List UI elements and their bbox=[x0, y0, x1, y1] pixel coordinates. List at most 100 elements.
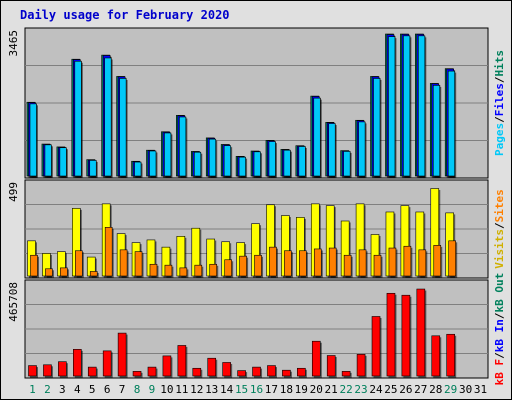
sites-bar bbox=[358, 249, 367, 277]
visits-legend-item: / bbox=[493, 222, 506, 229]
sites-bar bbox=[194, 264, 203, 277]
hits-legend-item: Hits bbox=[493, 50, 506, 77]
pages-bar bbox=[104, 57, 112, 177]
kb-f-bar bbox=[326, 355, 336, 377]
kb-f-bar bbox=[28, 365, 37, 377]
sites-bar bbox=[224, 259, 232, 277]
sites-bar bbox=[418, 249, 427, 277]
day-label: 30 bbox=[459, 383, 472, 396]
day-label: 11 bbox=[175, 383, 188, 396]
day-label: 4 bbox=[74, 383, 81, 396]
sites-bar bbox=[448, 240, 456, 277]
kb-f-bar bbox=[386, 292, 396, 377]
pages-bar bbox=[432, 85, 441, 177]
sites-bar bbox=[403, 245, 412, 277]
day-label: 28 bbox=[429, 383, 442, 396]
pages-bar bbox=[313, 97, 321, 177]
kb-f-bar bbox=[252, 366, 261, 377]
pages-bar bbox=[59, 147, 67, 177]
hits-legend-item: / bbox=[493, 116, 506, 123]
sites-bar bbox=[284, 250, 292, 277]
kb-f-bar bbox=[58, 361, 67, 377]
day-label: 3 bbox=[59, 383, 66, 396]
day-label: 5 bbox=[89, 383, 96, 396]
day-label: 31 bbox=[474, 383, 487, 396]
sites-bar bbox=[164, 264, 173, 277]
day-label: 6 bbox=[104, 383, 111, 396]
sites-bar bbox=[75, 250, 83, 277]
day-label: 25 bbox=[384, 383, 397, 396]
hits-legend: Pages/Files/Hits bbox=[493, 50, 506, 156]
kb-f-bar bbox=[222, 362, 231, 377]
pages-bar bbox=[403, 35, 411, 177]
visits-legend-item: Sites bbox=[493, 189, 506, 222]
hits-legend-item: Pages bbox=[493, 123, 506, 156]
day-label: 15 bbox=[235, 383, 248, 396]
kb-legend-item: / bbox=[493, 312, 506, 319]
pages-bar bbox=[388, 36, 396, 177]
kb-f-bar bbox=[132, 371, 142, 377]
sites-bar bbox=[119, 249, 128, 277]
pages-bar bbox=[253, 151, 261, 177]
day-label: 16 bbox=[250, 383, 263, 396]
day-label: 9 bbox=[149, 383, 156, 396]
day-labels: 1 2 3 4 5 6 7 8 9 10 11 12 13 14 15 16 17 18 19 20 21 22 23 24 2… bbox=[29, 383, 487, 396]
pages-bar bbox=[149, 150, 157, 177]
sites-bar bbox=[60, 267, 68, 277]
kb-legend-item: kB Out bbox=[493, 273, 506, 313]
sites-bar bbox=[388, 247, 397, 277]
kb-f-bar bbox=[431, 335, 441, 377]
visits-legend-item: Visits bbox=[493, 229, 506, 269]
day-label: 22 bbox=[339, 383, 352, 396]
pages-bar bbox=[373, 78, 381, 177]
day-label: 27 bbox=[414, 383, 427, 396]
sites-bar bbox=[45, 268, 53, 277]
pages-bar bbox=[418, 35, 426, 177]
kb-legend-item: kB In bbox=[493, 319, 506, 352]
kb-legend: kB F/kB In/kB Out bbox=[493, 273, 506, 386]
sites-bar bbox=[328, 247, 337, 277]
kb-f-bar bbox=[162, 355, 172, 377]
pages-bar bbox=[447, 70, 455, 177]
kb-f-bar bbox=[192, 367, 202, 377]
kb-legend-item: / bbox=[493, 352, 506, 359]
kb-f-bar bbox=[267, 365, 276, 377]
day-label: 20 bbox=[310, 383, 323, 396]
kb-f-bar bbox=[117, 332, 127, 377]
sites-bar bbox=[134, 251, 143, 277]
sites-bar bbox=[433, 245, 442, 277]
sites-bar bbox=[254, 254, 262, 277]
hits-legend-item: Files bbox=[493, 83, 506, 116]
pages-bar bbox=[238, 156, 246, 177]
visits-legend: Visits/Sites bbox=[493, 189, 506, 269]
pages-bar bbox=[343, 151, 351, 177]
sites-bar bbox=[239, 255, 247, 277]
kb-f-bar bbox=[446, 333, 455, 377]
day-label: 23 bbox=[354, 383, 367, 396]
day-label: 8 bbox=[134, 383, 141, 396]
pages-bar bbox=[208, 138, 217, 177]
sites-bar bbox=[269, 246, 277, 277]
pages-bar bbox=[134, 161, 142, 177]
kb-f-bar bbox=[43, 364, 52, 377]
day-label: 13 bbox=[205, 383, 218, 396]
kb-f-bar bbox=[237, 370, 246, 377]
sites-bar bbox=[343, 254, 352, 277]
day-label: 14 bbox=[220, 383, 234, 396]
pages-bar bbox=[164, 132, 172, 177]
kb-f-bar bbox=[311, 340, 321, 377]
sites-bar bbox=[299, 250, 307, 277]
day-label: 17 bbox=[265, 383, 278, 396]
pages-bar bbox=[358, 121, 366, 177]
day-label: 21 bbox=[325, 383, 338, 396]
kb-f-bar bbox=[177, 345, 187, 377]
day-label: 10 bbox=[160, 383, 173, 396]
sites-bar bbox=[313, 248, 322, 277]
sites-bar bbox=[30, 254, 38, 277]
day-label: 18 bbox=[280, 383, 293, 396]
day-label: 26 bbox=[399, 383, 412, 396]
kb-f-bar bbox=[341, 371, 351, 377]
